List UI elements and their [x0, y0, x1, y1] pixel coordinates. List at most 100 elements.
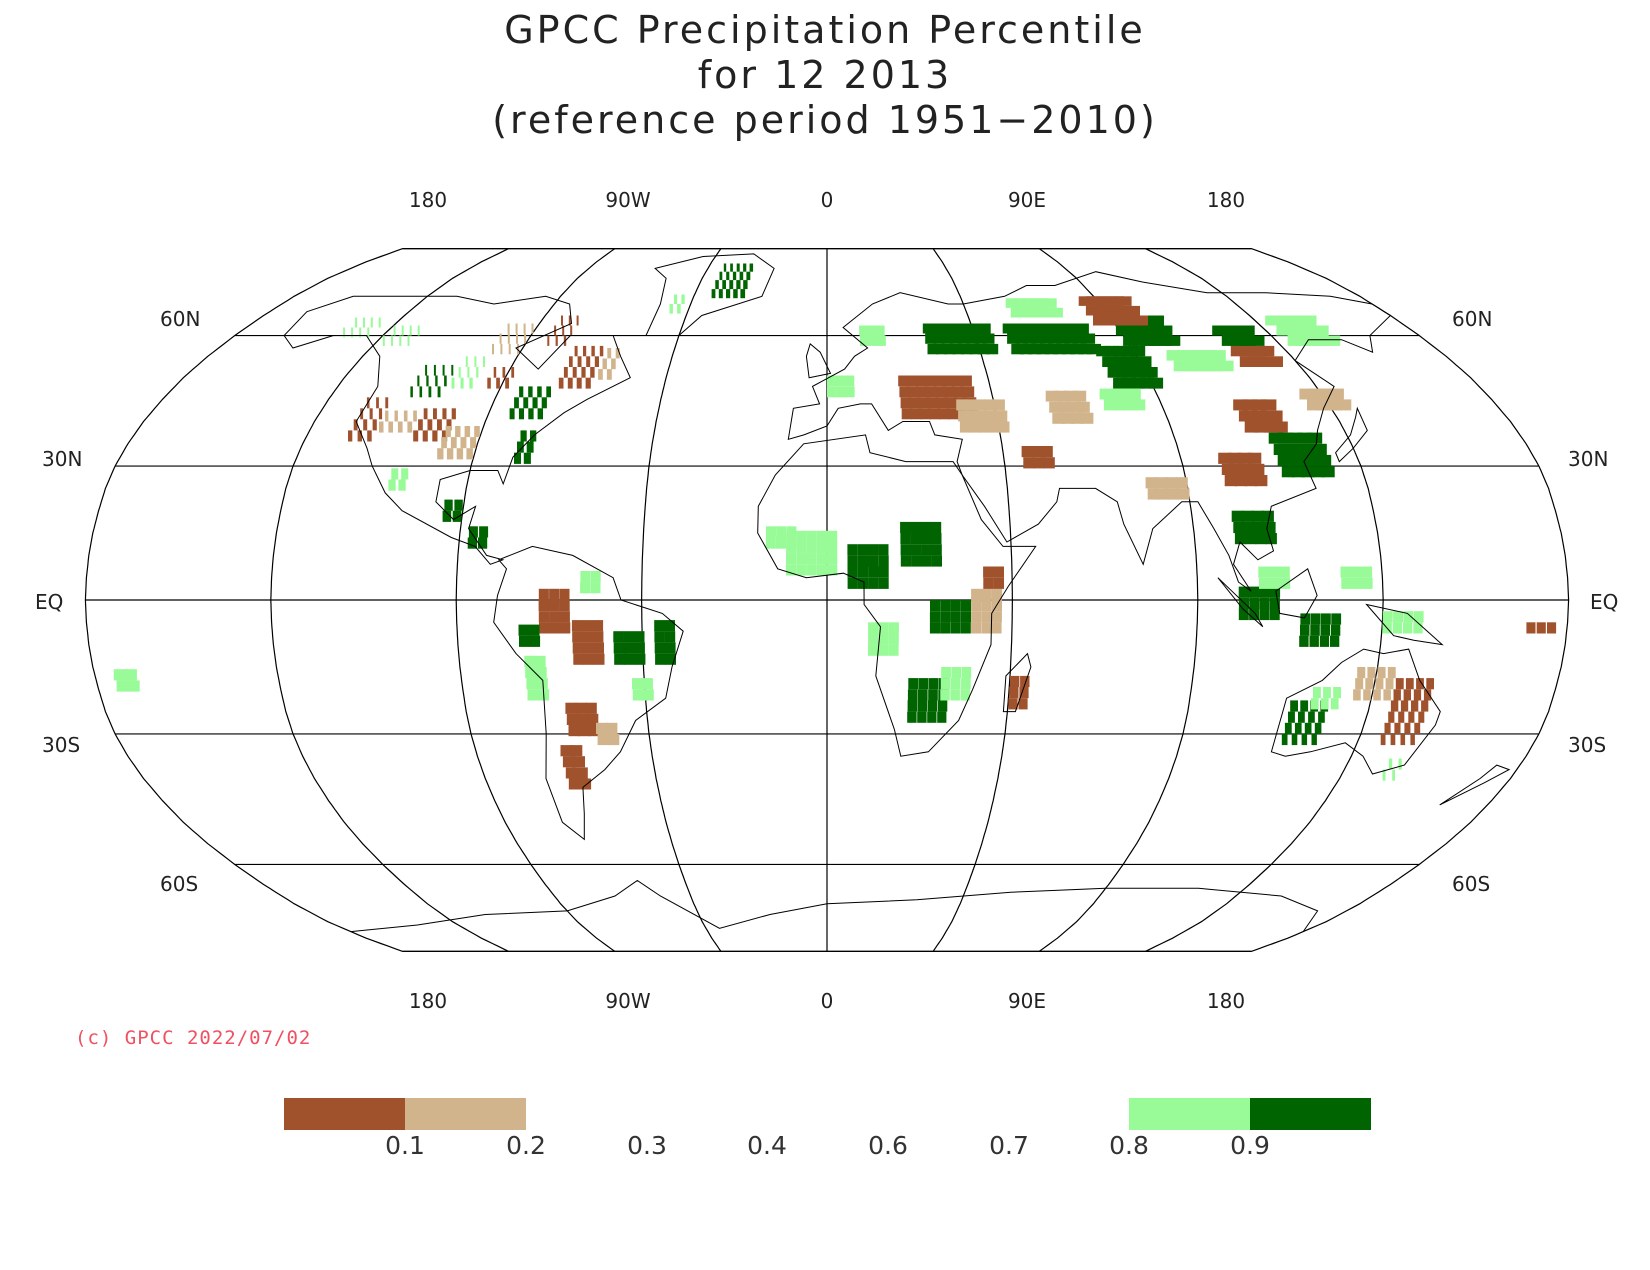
percentile-cell [868, 566, 879, 578]
percentile-cell [816, 542, 827, 554]
percentile-cell [559, 622, 571, 634]
percentile-cell [911, 555, 922, 567]
percentile-cell [444, 499, 453, 511]
percentile-cell [1069, 343, 1084, 355]
percentile-cell [585, 377, 591, 389]
percentile-cell [1387, 667, 1396, 679]
percentile-cell [1058, 401, 1072, 413]
percentile-cell [1291, 733, 1298, 746]
percentile-cell [401, 325, 404, 336]
percentile-cell [941, 667, 951, 679]
percentile-cell [1028, 343, 1042, 355]
percentile-cell [1281, 733, 1288, 746]
percentile-cell [937, 711, 947, 723]
percentile-cell [562, 325, 565, 336]
percentile-cell [413, 430, 419, 442]
percentile-cell [974, 399, 987, 411]
percentile-cell [946, 397, 958, 409]
percentile-cell [1313, 687, 1321, 699]
percentile-cell [1413, 611, 1424, 623]
percentile-cell [933, 375, 945, 387]
percentile-cell [634, 642, 645, 654]
percentile-cell [537, 386, 542, 398]
percentile-cell [1269, 608, 1280, 621]
percentile-cell [538, 600, 550, 612]
percentile-cell [981, 622, 992, 634]
percentile-cell [575, 702, 587, 714]
percentile-cell [529, 635, 541, 647]
percentile-cell [578, 778, 592, 790]
percentile-cell [1231, 510, 1244, 522]
percentile-cell [922, 323, 934, 334]
percentile-cell [1277, 454, 1292, 467]
percentile-cell [917, 700, 928, 712]
percentile-cell [1526, 622, 1536, 634]
lon-label-bottom-0: 0 [821, 989, 834, 1013]
percentile-cell [572, 756, 585, 768]
percentile-cell [976, 410, 989, 422]
percentile-cell [1086, 343, 1101, 355]
percentile-cell [1245, 533, 1257, 545]
percentile-cell [1307, 454, 1322, 467]
percentile-cell [1384, 722, 1391, 734]
percentile-cell [929, 622, 940, 634]
percentile-cell [909, 397, 921, 409]
percentile-cell [806, 553, 817, 565]
percentile-cell [1108, 315, 1124, 326]
percentile-cell [577, 356, 582, 367]
percentile-cell [1237, 452, 1252, 464]
percentile-cell [827, 375, 837, 387]
percentile-cell [452, 510, 462, 522]
percentile-cell [1050, 323, 1065, 334]
lat-label-left-30s: 30S [42, 733, 80, 757]
percentile-cell [1398, 758, 1402, 770]
percentile-cell [407, 421, 413, 433]
percentile-cell [559, 600, 570, 612]
percentile-cell [765, 537, 776, 549]
percentile-cell [1355, 678, 1364, 690]
legend-tick-0-9: 0.9 [1230, 1131, 1270, 1160]
percentile-cell [523, 452, 531, 464]
percentile-cell [988, 421, 1000, 433]
percentile-cell [1247, 452, 1262, 464]
percentile-cell [722, 280, 726, 290]
percentile-cell [1418, 711, 1425, 723]
percentile-cell [1200, 350, 1218, 361]
percentile-cell [844, 375, 855, 387]
legend-tick-0-4: 0.4 [747, 1131, 787, 1160]
percentile-cell [1238, 586, 1250, 598]
percentile-cell [1333, 687, 1341, 699]
percentile-cell [875, 325, 885, 336]
percentile-cell [930, 323, 942, 334]
percentile-cell [1116, 315, 1132, 326]
percentile-cell [524, 655, 536, 667]
percentile-cell [1298, 711, 1305, 723]
percentile-cell [1234, 533, 1247, 545]
percentile-cell [1072, 333, 1087, 344]
percentile-cell [642, 678, 653, 690]
percentile-cell [1107, 367, 1122, 378]
percentile-cell [967, 410, 979, 422]
percentile-cell [442, 510, 452, 522]
percentile-cell [528, 624, 540, 636]
percentile-cell [1385, 678, 1394, 690]
percentile-cell [1269, 597, 1280, 609]
coastline-japan [1335, 406, 1368, 463]
percentile-cell [474, 356, 477, 367]
percentile-cell [991, 588, 1003, 600]
percentile-cell [1103, 399, 1118, 411]
percentile-cell [567, 377, 573, 389]
coastline-indonesia-borneo [1275, 568, 1318, 619]
percentile-cell [537, 408, 543, 420]
percentile-cell [624, 653, 636, 665]
percentile-cell [935, 386, 947, 398]
percentile-cell [515, 323, 518, 334]
percentile-cell [966, 333, 978, 344]
lat-label-left-60n: 60N [160, 307, 200, 331]
percentile-cell [981, 600, 992, 612]
percentile-cell [743, 263, 747, 272]
percentile-cell [1228, 452, 1242, 464]
percentile-cell [921, 555, 932, 567]
percentile-cell [845, 386, 855, 398]
percentile-cell [1034, 323, 1048, 334]
